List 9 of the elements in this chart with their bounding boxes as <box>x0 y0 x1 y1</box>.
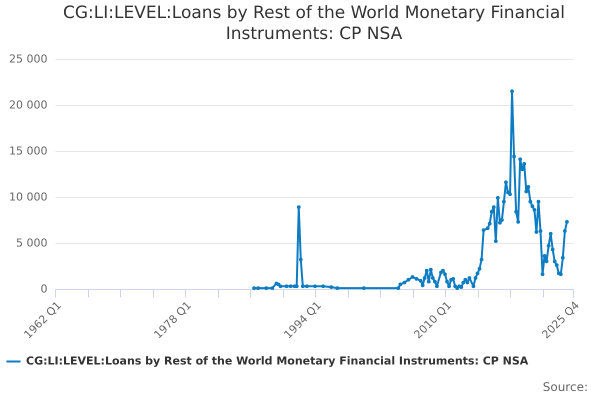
y-tick-label: 25 000 <box>9 52 48 66</box>
y-tick-label: 0 <box>40 282 48 296</box>
y-tick-label: 5 000 <box>16 236 48 250</box>
y-tick-label: 10 000 <box>9 190 48 204</box>
y-tick-label: 15 000 <box>9 144 48 158</box>
source-note: Source: <box>542 380 588 394</box>
y-tick-label: 20 000 <box>9 98 48 112</box>
legend-label: CG:LI:LEVEL:Loans by Rest of the World Monetary Financial Instruments: CP NSA <box>26 354 529 368</box>
chart-title: CG:LI:LEVEL:Loans by Rest of the World Monetary Financial Instruments: CP NSA <box>63 3 565 44</box>
